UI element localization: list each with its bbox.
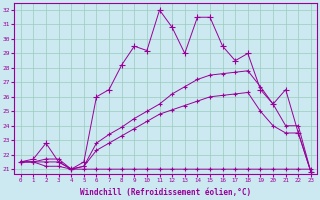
X-axis label: Windchill (Refroidissement éolien,°C): Windchill (Refroidissement éolien,°C) [80, 188, 252, 197]
